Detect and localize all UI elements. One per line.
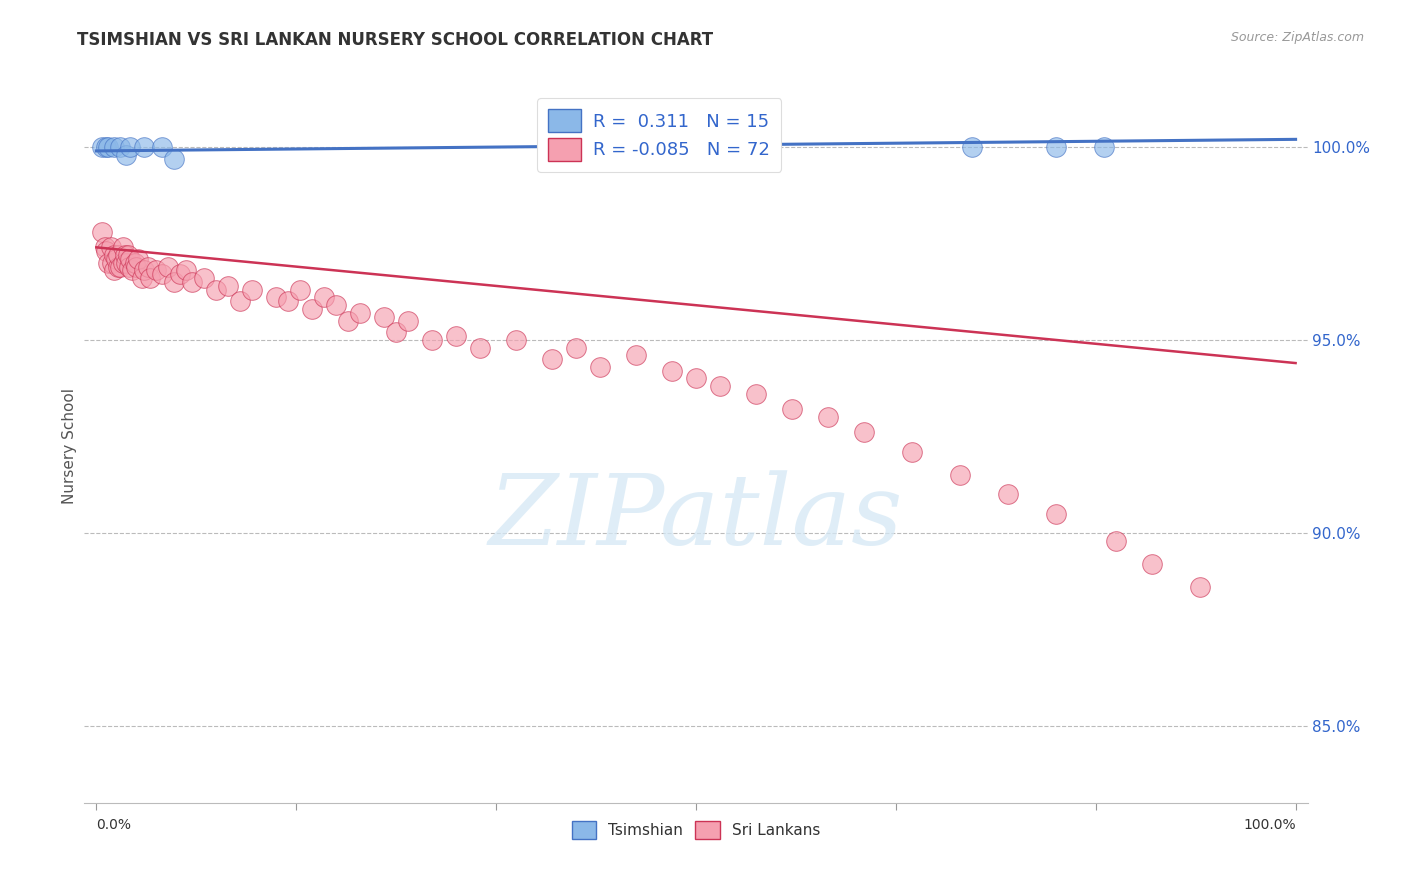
Point	[131, 271, 153, 285]
Point	[1045, 140, 1067, 154]
Point	[111, 240, 134, 254]
Point	[960, 140, 983, 154]
Point	[325, 298, 347, 312]
Point	[624, 348, 647, 362]
Point	[93, 240, 117, 254]
Point	[1105, 533, 1128, 548]
Point	[565, 341, 588, 355]
Point	[118, 252, 141, 266]
Point	[181, 275, 204, 289]
Point	[337, 313, 360, 327]
Point	[145, 263, 167, 277]
Point	[505, 333, 527, 347]
Point	[103, 140, 125, 154]
Point	[997, 487, 1019, 501]
Point	[110, 260, 132, 274]
Point	[107, 248, 129, 262]
Point	[103, 248, 125, 262]
Point	[111, 256, 134, 270]
Point	[901, 444, 924, 458]
Point	[117, 248, 139, 262]
Point	[134, 140, 156, 154]
Point	[124, 256, 146, 270]
Point	[780, 402, 803, 417]
Point	[193, 271, 215, 285]
Point	[314, 291, 336, 305]
Point	[817, 410, 839, 425]
Point	[91, 225, 114, 239]
Point	[396, 313, 419, 327]
Text: 0.0%: 0.0%	[97, 818, 131, 832]
Point	[163, 275, 186, 289]
Point	[685, 371, 707, 385]
Text: 100.0%: 100.0%	[1243, 818, 1295, 832]
Point	[1188, 580, 1211, 594]
Point	[565, 140, 588, 154]
Point	[373, 310, 395, 324]
Text: TSIMSHIAN VS SRI LANKAN NURSERY SCHOOL CORRELATION CHART: TSIMSHIAN VS SRI LANKAN NURSERY SCHOOL C…	[77, 31, 713, 49]
Point	[541, 140, 564, 154]
Point	[264, 291, 287, 305]
Point	[290, 283, 312, 297]
Point	[150, 140, 173, 154]
Point	[229, 294, 252, 309]
Point	[107, 260, 129, 274]
Point	[468, 341, 491, 355]
Point	[118, 260, 141, 274]
Point	[589, 359, 612, 374]
Point	[125, 260, 148, 274]
Point	[110, 140, 132, 154]
Point	[709, 379, 731, 393]
Point	[150, 268, 173, 282]
Text: ZIPatlas: ZIPatlas	[489, 470, 903, 565]
Point	[97, 140, 120, 154]
Point	[1140, 557, 1163, 571]
Point	[385, 325, 408, 339]
Point	[745, 387, 768, 401]
Text: Source: ZipAtlas.com: Source: ZipAtlas.com	[1230, 31, 1364, 45]
Point	[240, 283, 263, 297]
Point	[349, 306, 371, 320]
Point	[852, 425, 875, 440]
Point	[949, 467, 972, 482]
Y-axis label: Nursery School: Nursery School	[62, 388, 77, 504]
Point	[115, 148, 138, 162]
Point	[94, 140, 117, 154]
Point	[163, 152, 186, 166]
Point	[661, 364, 683, 378]
Point	[1092, 140, 1115, 154]
Point	[157, 260, 180, 274]
Point	[420, 333, 443, 347]
Point	[127, 252, 149, 266]
Point	[121, 263, 143, 277]
Point	[1045, 507, 1067, 521]
Point	[301, 301, 323, 316]
Point	[118, 140, 141, 154]
Point	[91, 140, 114, 154]
Point	[94, 244, 117, 259]
Point	[217, 279, 239, 293]
Point	[169, 268, 191, 282]
Point	[100, 240, 122, 254]
Point	[174, 263, 197, 277]
Point	[136, 260, 159, 274]
Legend: Tsimshian, Sri Lankans: Tsimshian, Sri Lankans	[565, 815, 827, 845]
Point	[114, 248, 136, 262]
Point	[139, 271, 162, 285]
Point	[444, 329, 467, 343]
Point	[101, 256, 124, 270]
Point	[104, 252, 127, 266]
Point	[134, 263, 156, 277]
Point	[103, 263, 125, 277]
Point	[541, 352, 564, 367]
Point	[277, 294, 299, 309]
Point	[205, 283, 228, 297]
Point	[97, 256, 120, 270]
Point	[115, 256, 138, 270]
